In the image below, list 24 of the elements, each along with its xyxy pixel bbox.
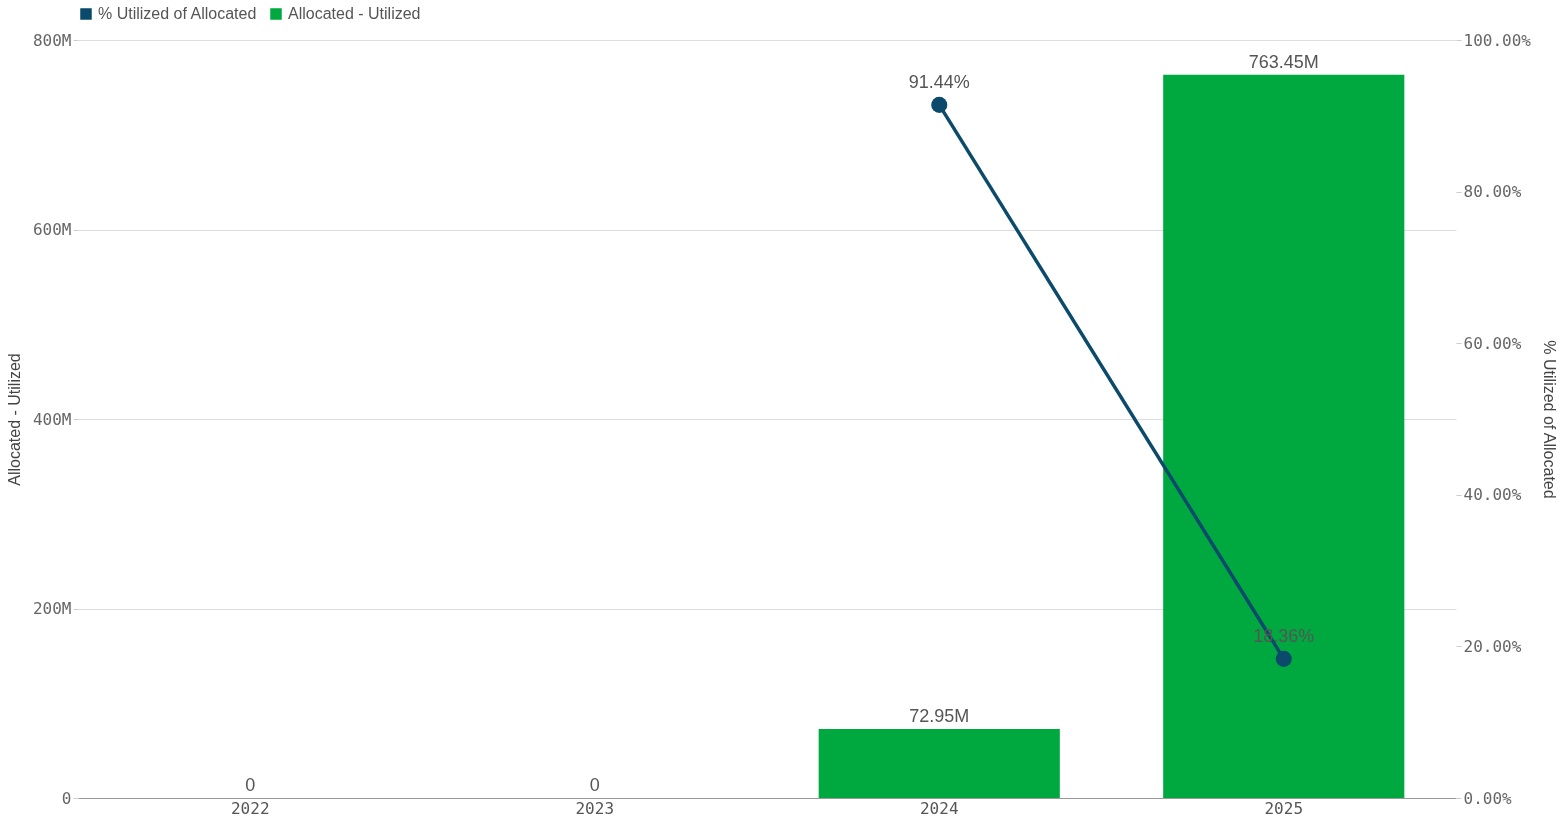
y-tick-label: 0 bbox=[61, 788, 72, 808]
y2-tick-label: 40.00% bbox=[1463, 485, 1522, 505]
y-tick-label: 800M bbox=[32, 30, 72, 50]
x-tick-label: 2022 bbox=[230, 798, 270, 818]
data-label: 91.44% bbox=[908, 71, 970, 92]
data-label: 763.45M bbox=[1248, 51, 1319, 72]
legend-label: % Utilized of Allocated bbox=[98, 5, 257, 22]
y-tick-label: 400M bbox=[32, 409, 72, 429]
y-tick-label: 200M bbox=[32, 599, 72, 618]
y2-tick-label: 100.00% bbox=[1463, 30, 1532, 50]
y2-tick-label: 80.00% bbox=[1463, 182, 1522, 202]
y2-tick-label: 0.00% bbox=[1463, 788, 1513, 808]
data-label: 0 bbox=[589, 775, 600, 795]
y2-tick-label: 20.00% bbox=[1463, 636, 1522, 656]
x-tick-label: 2024 bbox=[919, 798, 959, 818]
y2-tick-label: 60.00% bbox=[1463, 333, 1522, 353]
x-tick-label: 2025 bbox=[1264, 798, 1304, 818]
data-label: 72.95M bbox=[909, 705, 970, 726]
x-tick-label: 2023 bbox=[575, 798, 615, 818]
y-axis-title: Allocated - Utilized bbox=[5, 353, 23, 486]
data-label: 0 bbox=[245, 775, 256, 795]
y-tick-label: 600M bbox=[32, 220, 72, 239]
legend-label: Allocated - Utilized bbox=[288, 5, 421, 22]
y2-axis-title: % Utilized of Allocated bbox=[1540, 340, 1558, 499]
